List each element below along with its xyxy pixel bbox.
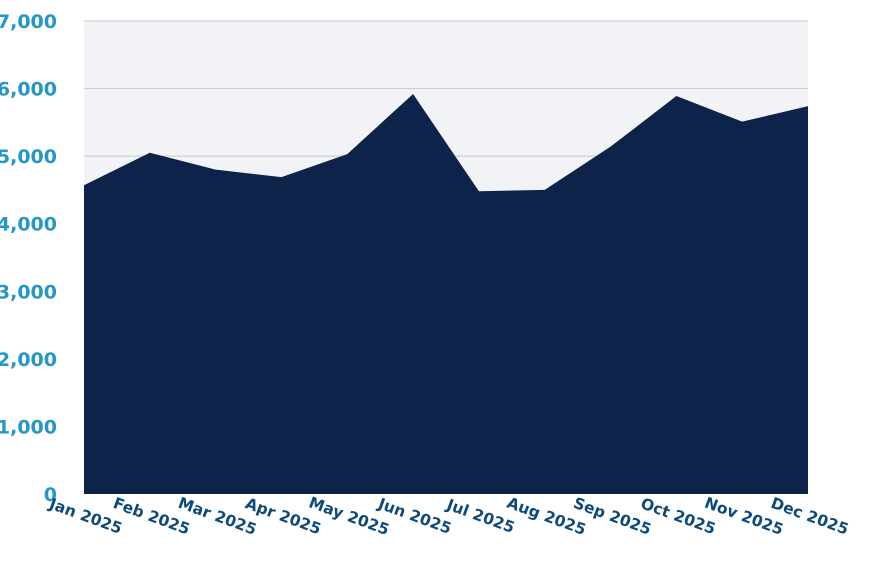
y-tick-label: 3,000 <box>0 281 57 303</box>
y-tick-label: 7,000 <box>0 11 57 33</box>
area-fill <box>84 93 808 494</box>
y-tick-label: 4,000 <box>0 214 57 236</box>
area-series <box>84 93 808 494</box>
y-tick-label: 6,000 <box>0 79 57 101</box>
y-axis: 0 1,000 2,000 3,000 4,000 5,000 6,000 7,000 <box>0 11 57 506</box>
y-tick-label: 2,000 <box>0 349 57 371</box>
y-tick-label: 1,000 <box>0 416 57 438</box>
x-tick-label: Jul 2025 <box>443 495 516 536</box>
y-tick-label: 0 <box>44 484 57 506</box>
y-tick-label: 5,000 <box>0 146 57 168</box>
x-tick-label: Jan 2025 <box>46 495 124 538</box>
